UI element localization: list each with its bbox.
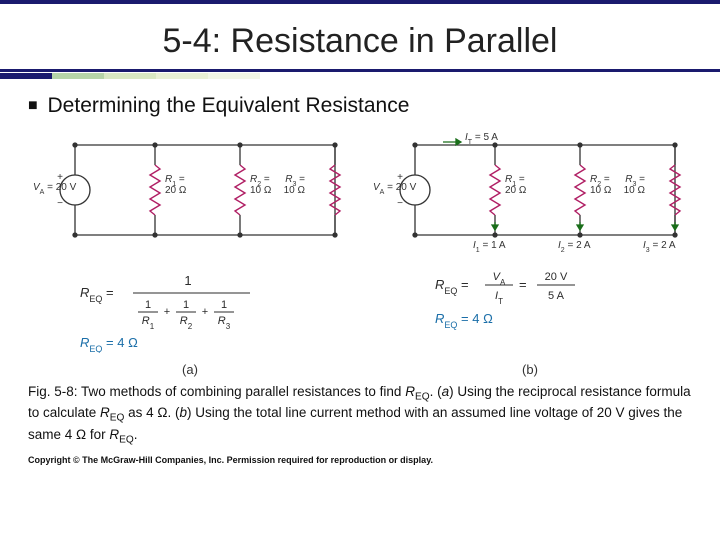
svg-text:10 Ω: 10 Ω [590, 185, 612, 196]
svg-text:R3: R3 [218, 315, 231, 331]
svg-text:10 Ω: 10 Ω [624, 185, 646, 196]
svg-text:10 Ω: 10 Ω [250, 185, 272, 196]
svg-text:REQ = 4 Ω: REQ = 4 Ω [435, 311, 493, 330]
svg-text:VA: VA [493, 271, 506, 287]
slide-title-area: 5-4: Resistance in Parallel [0, 4, 720, 72]
svg-text:1: 1 [145, 299, 151, 311]
section-heading: ■ Determining the Equivalent Resistance [0, 72, 720, 128]
circuit-b: + − VA = 20 V IT = 5 A R1 = 20 Ω R2 = 10… [365, 130, 695, 252]
svg-text:20 Ω: 20 Ω [165, 185, 187, 196]
svg-text:I3 = 2 A: I3 = 2 A [643, 240, 676, 252]
svg-text:VA = 20 V: VA = 20 V [373, 182, 417, 196]
svg-text:=: = [519, 277, 527, 292]
panel-b: + − VA = 20 V IT = 5 A R1 = 20 Ω R2 = 10… [365, 130, 695, 377]
svg-text:R1: R1 [142, 315, 155, 331]
copyright-line: Copyright © The McGraw-Hill Companies, I… [0, 449, 720, 465]
svg-text:−: − [57, 198, 63, 209]
panel-a-label: (a) [25, 358, 355, 377]
svg-text:REQ =: REQ = [435, 277, 469, 296]
equation-a: REQ = 1 1 R1 + 1 R2 + 1 R3 [25, 257, 355, 353]
svg-text:1: 1 [221, 299, 227, 311]
svg-text:VA = 20 V: VA = 20 V [33, 182, 77, 196]
panel-a: + − VA = 20 V R1 = 20 Ω R2 = 10 Ω R3 = 1… [25, 130, 355, 377]
slide-title: 5-4: Resistance in Parallel [10, 22, 710, 61]
svg-text:REQ = 4 Ω: REQ = 4 Ω [80, 335, 138, 353]
svg-text:20 Ω: 20 Ω [505, 185, 527, 196]
svg-text:5 A: 5 A [548, 290, 565, 302]
title-accent-bar [0, 73, 260, 79]
svg-text:1: 1 [184, 273, 191, 288]
figure-caption: Fig. 5-8: Two methods of combining paral… [0, 377, 720, 449]
svg-text:+: + [164, 306, 170, 318]
svg-text:−: − [397, 198, 403, 209]
svg-text:REQ =: REQ = [80, 285, 114, 304]
figure-row: + − VA = 20 V R1 = 20 Ω R2 = 10 Ω R3 = 1… [0, 128, 720, 377]
circuit-a: + − VA = 20 V R1 = 20 Ω R2 = 10 Ω R3 = 1… [25, 130, 355, 252]
svg-text:10 Ω: 10 Ω [284, 185, 306, 196]
equation-b: REQ = VA IT = 20 V 5 A REQ = 4 Ω [365, 257, 695, 353]
svg-text:+: + [202, 306, 208, 318]
svg-text:R2: R2 [180, 315, 193, 331]
section-heading-text: Determining the Equivalent Resistance [48, 94, 410, 117]
bullet-icon: ■ [28, 97, 38, 114]
panel-b-label: (b) [365, 358, 695, 377]
svg-text:1: 1 [183, 299, 189, 311]
svg-text:I2 = 2 A: I2 = 2 A [558, 240, 591, 252]
svg-text:20 V: 20 V [545, 271, 568, 283]
svg-text:IT: IT [495, 290, 503, 306]
svg-text:I1 = 1 A: I1 = 1 A [473, 240, 506, 252]
